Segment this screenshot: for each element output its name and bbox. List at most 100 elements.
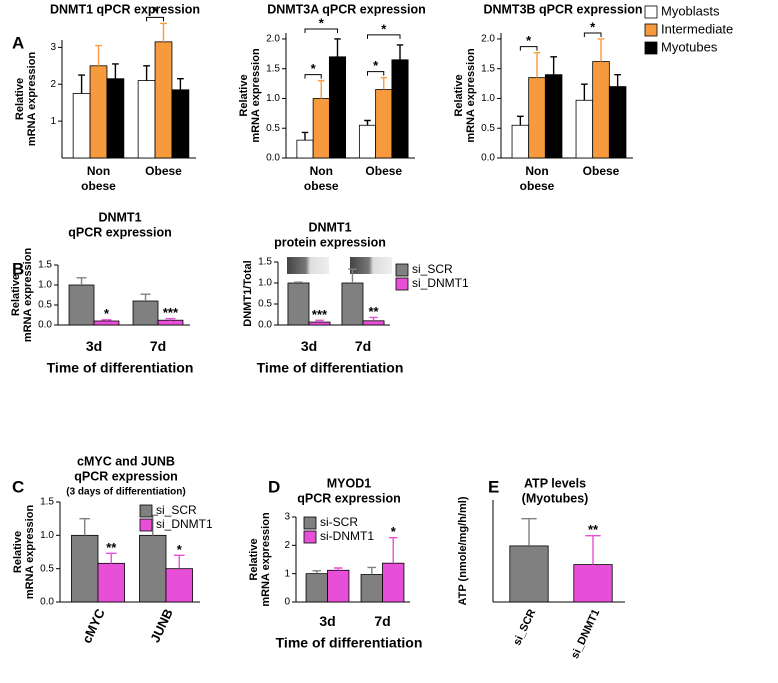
error-bar bbox=[396, 44, 404, 60]
error-bar bbox=[318, 79, 325, 99]
legend-swatch bbox=[303, 516, 317, 530]
error-bar bbox=[78, 74, 85, 94]
y-tick-label: 2.0 bbox=[266, 34, 280, 45]
x-tick-label: Non obese bbox=[520, 164, 555, 193]
error-bar bbox=[312, 570, 322, 574]
chart-title: ATP levels bbox=[524, 476, 586, 490]
legend-swatch bbox=[644, 23, 658, 37]
bar bbox=[575, 99, 594, 159]
y-axis-label: Relative bbox=[238, 74, 250, 116]
bar bbox=[511, 124, 530, 159]
chart-title: qPCR expression bbox=[68, 225, 172, 239]
x-tick-label: 7d bbox=[374, 613, 390, 629]
comparison-bracket bbox=[519, 46, 538, 51]
comparison-bracket bbox=[304, 28, 338, 33]
y-axis-label: Relative bbox=[12, 531, 24, 573]
legend-swatch bbox=[644, 41, 658, 55]
y-axis-label: mRNA expression bbox=[250, 48, 262, 143]
bar bbox=[308, 321, 331, 326]
chart-title: qPCR expression bbox=[297, 491, 401, 505]
y-tick-label: 1.0 bbox=[38, 280, 52, 291]
legend-label: si_SCR bbox=[156, 503, 197, 517]
y-axis-label: mRNA expression bbox=[260, 512, 272, 607]
x-tick-label: si_DNMT1 bbox=[569, 607, 602, 660]
legend-label: si-SCR bbox=[320, 515, 358, 529]
error-bar bbox=[76, 277, 87, 285]
legend-label: si_DNMT1 bbox=[412, 276, 469, 290]
x-tick-label: Obese bbox=[583, 164, 620, 178]
significance-label: * bbox=[373, 58, 379, 73]
significance-label: ** bbox=[106, 540, 117, 555]
comparison-bracket bbox=[146, 16, 164, 22]
y-tick-label: 2 bbox=[50, 79, 56, 90]
legend-label: si_DNMT1 bbox=[156, 517, 213, 531]
y-tick-label: 0 bbox=[284, 597, 290, 608]
error-bar bbox=[165, 317, 176, 321]
y-axis-label: Relative bbox=[248, 538, 260, 580]
error-bar bbox=[367, 566, 377, 575]
bar bbox=[296, 139, 314, 159]
y-tick-label: 1.5 bbox=[258, 257, 272, 268]
x-tick-label: 7d bbox=[150, 338, 166, 354]
x-axis-label: Time of differentiation bbox=[276, 635, 423, 651]
significance-label: *** bbox=[312, 307, 328, 322]
chart-title: MYOD1 bbox=[327, 476, 372, 490]
error-bar bbox=[294, 281, 303, 283]
y-tick-label: 1.0 bbox=[40, 530, 54, 541]
y-axis-label: Relative bbox=[10, 274, 22, 316]
bar bbox=[362, 320, 385, 326]
y-tick-label: 1.0 bbox=[481, 93, 495, 104]
y-tick-label: 1.5 bbox=[266, 63, 280, 74]
significance-label: * bbox=[177, 542, 183, 557]
western-blot bbox=[287, 257, 329, 274]
error-bar bbox=[140, 293, 151, 301]
significance-label: * bbox=[590, 19, 596, 34]
bar bbox=[97, 562, 125, 603]
bar bbox=[358, 124, 377, 159]
y-tick-label: 1 bbox=[50, 116, 56, 127]
y-axis-label: Relative bbox=[14, 78, 26, 120]
y-tick-label: 2 bbox=[284, 540, 290, 551]
x-tick-label: Obese bbox=[145, 164, 182, 178]
error-bar bbox=[79, 517, 91, 536]
error-bar bbox=[364, 119, 371, 126]
chart-title: qPCR expression bbox=[74, 469, 178, 483]
panel-letter: B bbox=[12, 259, 24, 278]
x-tick-label: Non obese bbox=[81, 164, 116, 193]
error-bar bbox=[315, 319, 324, 323]
significance-label: *** bbox=[163, 305, 179, 320]
y-tick-label: 1.5 bbox=[481, 63, 495, 74]
bar bbox=[139, 534, 167, 603]
y-tick-label: 0.0 bbox=[40, 597, 54, 608]
x-tick-label: Non obese bbox=[304, 164, 339, 193]
legend-label: Intermediate bbox=[661, 21, 733, 36]
chart-title: DNMT3B qPCR expression bbox=[483, 2, 642, 16]
y-tick-label: 0.5 bbox=[258, 299, 272, 310]
bar bbox=[89, 65, 108, 159]
y-tick-label: 2.0 bbox=[481, 34, 495, 45]
error-bar bbox=[585, 535, 601, 565]
y-axis-label: mRNA expression bbox=[22, 248, 34, 343]
error-bar bbox=[614, 73, 621, 87]
y-tick-label: 0.0 bbox=[258, 320, 272, 331]
comparison-bracket bbox=[367, 71, 385, 76]
error-bar bbox=[301, 131, 309, 141]
bar bbox=[132, 300, 159, 326]
y-tick-label: 0.0 bbox=[38, 320, 52, 331]
chart-title: DNMT3A qPCR expression bbox=[267, 2, 426, 16]
panel-letter: E bbox=[488, 477, 499, 496]
bar bbox=[71, 534, 99, 603]
bar bbox=[509, 545, 549, 603]
significance-label: * bbox=[381, 21, 387, 36]
y-axis-label: Relative bbox=[453, 74, 465, 116]
chart-title: cMYC and JUNB bbox=[77, 454, 175, 468]
bar bbox=[106, 78, 125, 159]
significance-label: * bbox=[391, 524, 397, 539]
bar bbox=[375, 89, 393, 159]
bar bbox=[157, 319, 184, 326]
error-bar bbox=[521, 518, 537, 546]
bar bbox=[137, 80, 156, 159]
x-tick-label: cMYC bbox=[79, 606, 108, 646]
error-bar bbox=[173, 554, 185, 569]
legend-swatch bbox=[303, 530, 317, 544]
